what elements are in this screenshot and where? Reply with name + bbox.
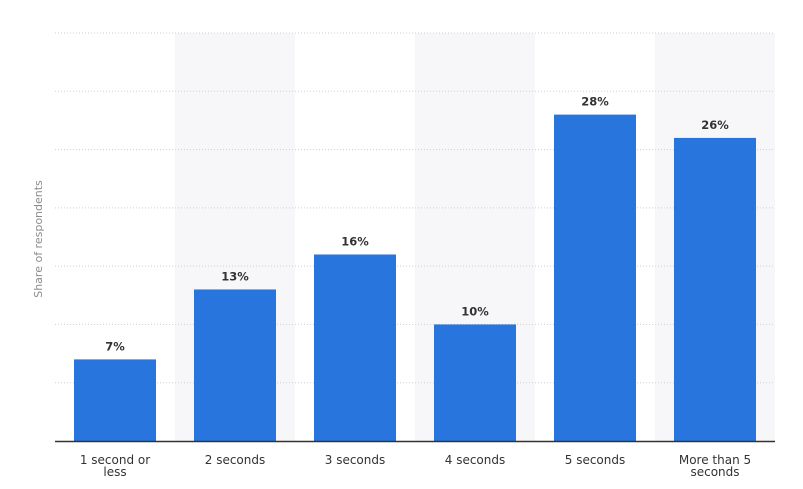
data-labels: 7% 13% 16% 10% 28% 26% xyxy=(105,95,729,354)
gridlines xyxy=(55,32,775,384)
category-label-1: 1 second or less xyxy=(80,453,150,479)
bar-2 xyxy=(194,289,276,441)
category-label-4: 4 seconds xyxy=(445,453,506,467)
bar-1 xyxy=(74,359,156,441)
data-label-4: 10% xyxy=(461,304,489,318)
bar-3 xyxy=(314,254,396,441)
bar-6 xyxy=(674,137,756,441)
bar-4 xyxy=(434,324,516,441)
y-axis-label: Share of respondents xyxy=(32,180,45,298)
data-label-5: 28% xyxy=(581,95,609,109)
category-label-2: 2 seconds xyxy=(205,453,266,467)
data-label-1: 7% xyxy=(105,339,125,353)
bars xyxy=(74,114,756,441)
category-label-3: 3 seconds xyxy=(325,453,386,467)
data-label-6: 26% xyxy=(701,118,729,132)
bar-5 xyxy=(554,114,636,441)
category-labels: 1 second or less 2 seconds 3 seconds 4 secon… xyxy=(80,453,751,479)
data-label-2: 13% xyxy=(221,269,249,283)
category-label-6: More than 5 seconds xyxy=(679,453,751,479)
category-label-5: 5 seconds xyxy=(565,453,626,467)
data-label-3: 16% xyxy=(341,234,369,248)
